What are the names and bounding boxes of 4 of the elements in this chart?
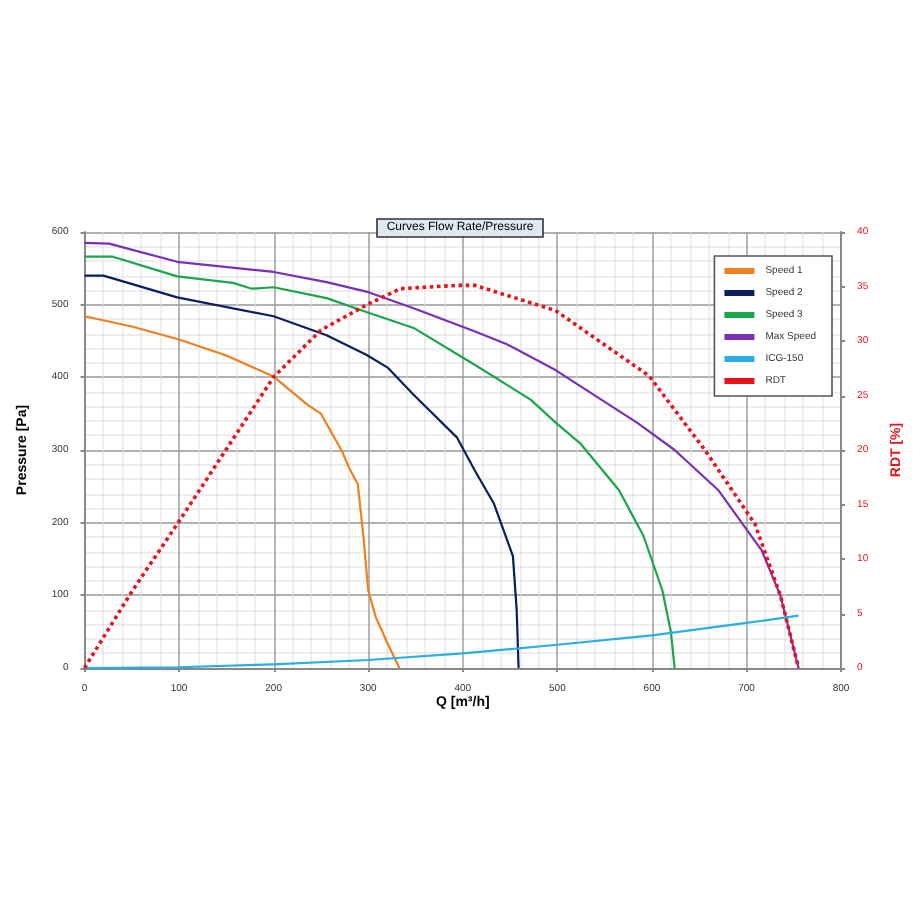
line-series [83,614,800,670]
line-series [83,255,676,670]
line-series [83,274,520,670]
line-series [83,315,401,670]
